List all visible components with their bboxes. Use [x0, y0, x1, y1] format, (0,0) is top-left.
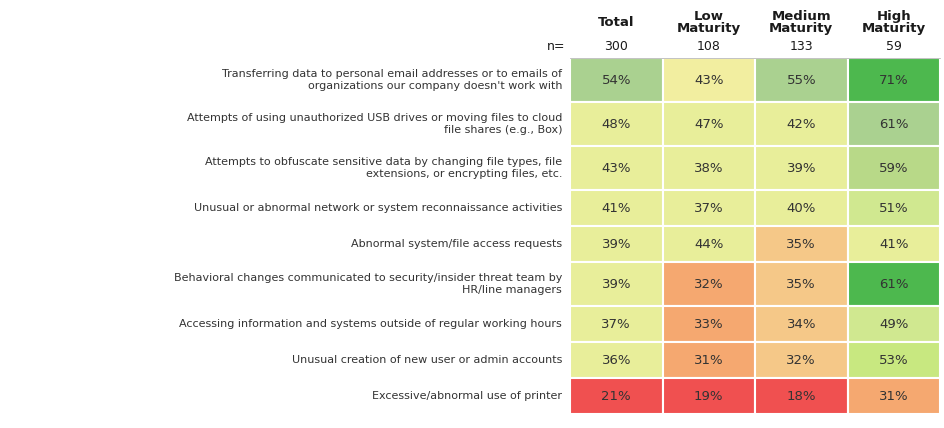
Text: 37%: 37%	[693, 202, 723, 214]
Text: 31%: 31%	[878, 389, 907, 402]
Text: 44%: 44%	[693, 238, 723, 250]
Text: 51%: 51%	[878, 202, 907, 214]
Text: Maturity: Maturity	[861, 22, 925, 35]
Text: 133: 133	[788, 39, 812, 53]
Bar	[754, 190, 847, 226]
Bar	[569, 58, 662, 102]
Text: 36%: 36%	[601, 354, 631, 366]
Text: Maturity: Maturity	[768, 22, 833, 35]
Text: 61%: 61%	[878, 277, 907, 291]
Bar	[847, 262, 939, 306]
Bar	[847, 102, 939, 146]
Text: 300: 300	[603, 39, 628, 53]
Text: 71%: 71%	[878, 74, 907, 86]
Bar	[569, 226, 662, 262]
Bar	[754, 226, 847, 262]
Text: Low: Low	[693, 10, 723, 23]
Text: Excessive/abnormal use of printer: Excessive/abnormal use of printer	[372, 391, 562, 401]
Text: 33%: 33%	[693, 318, 723, 330]
Bar	[569, 306, 662, 342]
Text: 35%: 35%	[785, 238, 816, 250]
Text: 49%: 49%	[878, 318, 907, 330]
Bar	[754, 58, 847, 102]
Bar	[569, 342, 662, 378]
Text: Unusual or abnormal network or system reconnaissance activities: Unusual or abnormal network or system re…	[194, 203, 562, 213]
Text: 31%: 31%	[693, 354, 723, 366]
Text: 37%: 37%	[600, 318, 631, 330]
Bar	[662, 378, 754, 414]
Text: 48%: 48%	[601, 118, 631, 131]
Text: Attempts of using unauthorized USB drives or moving files to cloud
file shares (: Attempts of using unauthorized USB drive…	[186, 113, 562, 135]
Text: Maturity: Maturity	[676, 22, 740, 35]
Text: 19%: 19%	[693, 389, 723, 402]
Bar	[569, 262, 662, 306]
Bar	[569, 378, 662, 414]
Bar	[754, 342, 847, 378]
Text: 39%: 39%	[601, 277, 631, 291]
Text: Unusual creation of new user or admin accounts: Unusual creation of new user or admin ac…	[292, 355, 562, 365]
Text: 18%: 18%	[785, 389, 815, 402]
Text: 41%: 41%	[601, 202, 631, 214]
Bar	[754, 378, 847, 414]
Bar	[569, 146, 662, 190]
Text: 39%: 39%	[785, 161, 815, 175]
Bar	[662, 146, 754, 190]
Text: Total: Total	[598, 16, 633, 29]
Text: 59: 59	[885, 39, 901, 53]
Bar	[569, 102, 662, 146]
Bar	[662, 102, 754, 146]
Bar	[847, 190, 939, 226]
Text: Medium: Medium	[770, 10, 830, 23]
Text: 34%: 34%	[785, 318, 815, 330]
Bar	[847, 226, 939, 262]
Text: 47%: 47%	[693, 118, 723, 131]
Text: 59%: 59%	[878, 161, 907, 175]
Text: 32%: 32%	[693, 277, 723, 291]
Text: 55%: 55%	[785, 74, 816, 86]
Bar	[754, 262, 847, 306]
Text: 39%: 39%	[601, 238, 631, 250]
Bar	[662, 58, 754, 102]
Text: 43%: 43%	[693, 74, 723, 86]
Bar	[847, 378, 939, 414]
Text: High: High	[875, 10, 910, 23]
Text: 32%: 32%	[785, 354, 816, 366]
Text: 53%: 53%	[878, 354, 907, 366]
Bar	[847, 58, 939, 102]
Bar	[847, 306, 939, 342]
Bar	[847, 342, 939, 378]
Text: Behavioral changes communicated to security/insider threat team by
HR/line manag: Behavioral changes communicated to secur…	[174, 273, 562, 295]
Text: Transferring data to personal email addresses or to emails of
organizations our : Transferring data to personal email addr…	[222, 69, 562, 91]
Text: Accessing information and systems outside of regular working hours: Accessing information and systems outsid…	[179, 319, 562, 329]
Text: Attempts to obfuscate sensitive data by changing file types, file
extensions, or: Attempts to obfuscate sensitive data by …	[205, 157, 562, 179]
Text: 54%: 54%	[601, 74, 631, 86]
Text: 61%: 61%	[878, 118, 907, 131]
Text: Abnormal system/file access requests: Abnormal system/file access requests	[350, 239, 562, 249]
Text: 21%: 21%	[600, 389, 631, 402]
Bar	[662, 190, 754, 226]
Bar	[569, 190, 662, 226]
Text: 41%: 41%	[878, 238, 907, 250]
Bar	[662, 226, 754, 262]
Bar	[754, 146, 847, 190]
Bar	[662, 306, 754, 342]
Text: n=: n=	[546, 39, 565, 53]
Bar	[847, 146, 939, 190]
Text: 43%: 43%	[601, 161, 631, 175]
Text: 40%: 40%	[785, 202, 815, 214]
Text: 108: 108	[696, 39, 720, 53]
Bar	[754, 102, 847, 146]
Text: 38%: 38%	[693, 161, 723, 175]
Text: 42%: 42%	[785, 118, 815, 131]
Bar	[662, 262, 754, 306]
Text: 35%: 35%	[785, 277, 816, 291]
Bar	[662, 342, 754, 378]
Bar	[754, 306, 847, 342]
